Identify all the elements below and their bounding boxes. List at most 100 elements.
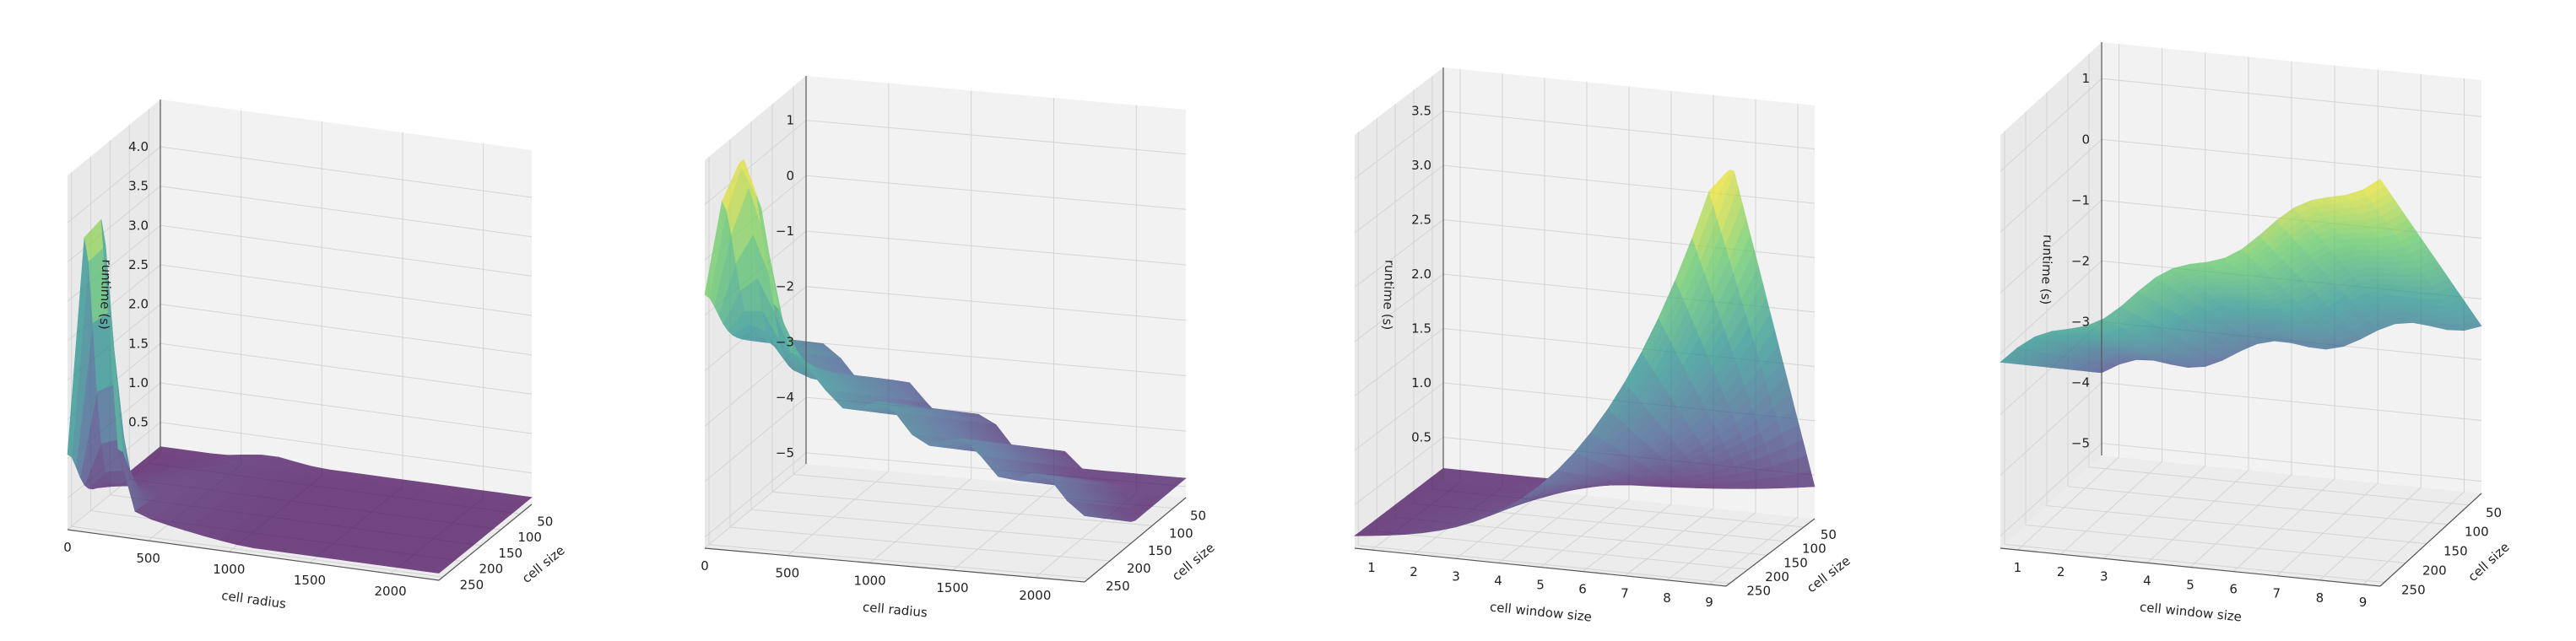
y-tick-label: 150 [1148,543,1172,558]
x-axis-line [67,529,440,581]
z-tick-label: −3 [2071,314,2090,329]
x-tick-label: 9 [2359,595,2368,610]
x-tick-label: 5 [1536,578,1545,593]
y-tick-label: 100 [1802,541,1826,557]
z-tick-label: 2.5 [1411,213,1431,228]
x-tick-label: 3 [1452,568,1460,584]
z-tick-label: 2.5 [128,257,149,272]
x-tick-label: 8 [1663,590,1671,606]
surface-mesh [2000,178,2482,374]
y-gridline [2088,53,2470,506]
x-tick-label: 0 [63,540,72,555]
y-tick-label: 250 [1106,579,1130,594]
z-tick-label: −5 [2071,436,2090,451]
y-axis-label: cell size [1169,540,1217,584]
back-pane [160,100,532,504]
y-tick-label: 150 [498,546,522,561]
z-tick-label: 0 [2081,132,2090,147]
surface-facet [1708,170,1731,206]
x-tick-label: 500 [776,566,800,581]
x-tick-label: 1500 [936,580,968,595]
y-tick-label: 100 [2465,525,2489,540]
surface-facet [1066,500,1090,517]
y-tick-label: 250 [460,577,484,592]
x-tick-label: 1000 [854,573,886,588]
surface-mesh [704,159,1187,522]
x-tick-label: 2000 [1019,588,1051,603]
y-gridline [2025,111,2406,563]
y-tick-label: 100 [517,530,542,545]
z-tick-label: 1.5 [1411,320,1431,336]
x-tick-label: 1000 [213,562,245,577]
x-gridline [1540,86,1630,568]
y-gridline [71,172,443,578]
z-tick-label: 4.0 [128,139,149,154]
surface-mesh [67,218,533,574]
x-tick-label: 2000 [375,584,407,599]
y-tick-label: 200 [1765,569,1789,584]
z-tick-label: 3.5 [128,179,149,194]
surface-plot-runtime-vs-cell-window-log: 1 2 3 4 5 6 7 8 9 50 100 150 200 250 −5 −4 −3 −2 −1 0 1 cell … [2000,42,2513,625]
x-gridline [1708,104,1799,585]
y-tick-label: 150 [1783,555,1808,570]
surface-mesh [1354,170,1816,536]
z-tick-label: 1.0 [128,375,149,391]
z-axis-label: runtime (s) [1380,260,1398,331]
x-axis-label: cell window size [1489,599,1593,624]
y-tick-label: 50 [1190,509,1206,524]
z-tick-label: 3.0 [1411,158,1431,173]
x-tick-label: 2 [2057,564,2065,579]
x-gridline [1497,82,1588,563]
x-axis-label: cell window size [2139,600,2243,625]
z-tick-label: 1 [2081,71,2090,86]
x-axis-line [2000,547,2381,587]
z-tick-label: 3.5 [1411,104,1431,119]
y-axis-line [1725,518,1816,587]
x-gridline [2146,57,2249,563]
z-tick-label: 1.5 [128,336,149,351]
x-gridline [2362,78,2465,585]
z-tick-label: −2 [776,279,794,294]
x-gridline [1582,90,1672,572]
x-tick-label: 6 [1578,582,1587,597]
x-axis-label: cell radius [862,600,928,621]
y-tick-label: 150 [2443,544,2468,559]
x-gridline [2319,73,2422,581]
x-tick-label: 3 [2100,568,2108,584]
x-axis-line [1354,547,1727,587]
x-tick-label: 1500 [294,573,326,588]
z-tick-label: 0 [786,168,794,183]
x-gridline [869,90,972,563]
x-tick-label: 4 [2143,573,2151,588]
x-tick-label: 1 [2014,560,2022,575]
x-tick-label: 500 [136,551,160,566]
z-tick-label: 2.0 [1411,267,1431,282]
x-tick-label: 8 [2316,590,2324,606]
x-gridline [2103,52,2206,559]
surface-facet [421,567,444,574]
y-gridline [1357,132,1730,584]
x-axis-label: cell radius [220,588,287,611]
y-axis-label: cell size [2465,540,2513,585]
x-tick-label: 9 [1705,595,1713,610]
x-gridline [787,83,890,557]
y-gridline [771,104,1153,526]
x-tick-label: 5 [2186,578,2194,593]
x-tick-label: 6 [2229,582,2238,597]
z-axis-label: runtime (s) [97,259,115,330]
z-tick-label: −2 [2071,253,2090,268]
x-tick-label: 7 [2272,586,2281,601]
y-axis-line [2379,493,2482,587]
x-gridline [2060,48,2163,555]
surface-facet [2362,178,2385,197]
z-tick-label: 3.0 [128,218,149,233]
z-tick-label: 1 [786,113,794,128]
z-tick-label: 0.5 [1411,429,1431,444]
y-tick-label: 50 [2486,505,2502,520]
y-tick-label: 200 [1127,561,1151,576]
y-axis-label: cell size [519,542,568,586]
x-axis-line [704,547,1085,583]
z-tick-label: 2.0 [128,297,149,312]
